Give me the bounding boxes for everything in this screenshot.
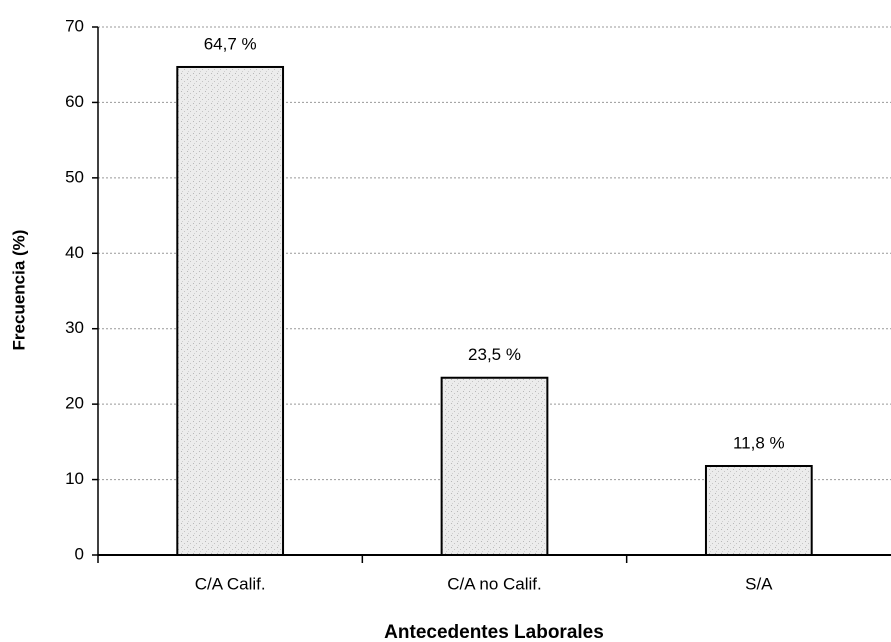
y-tick-label: 10 (65, 469, 84, 488)
y-tick-label: 30 (65, 318, 84, 337)
data-label: 23,5 % (468, 345, 521, 364)
x-tick-label: C/A no Calif. (447, 574, 542, 593)
x-tick-label: C/A Calif. (195, 574, 266, 593)
x-axis-label: Antecedentes Laborales (384, 622, 604, 642)
y-tick-label: 60 (65, 92, 84, 111)
data-label: 11,8 % (733, 433, 785, 452)
y-tick-label: 20 (65, 394, 84, 413)
y-tick-label: 50 (65, 167, 84, 186)
bar (440, 376, 549, 556)
y-axis-label: Frecuencia (%) (9, 230, 28, 351)
y-tick-label: 40 (65, 243, 84, 262)
data-label: 64,7 % (204, 34, 257, 53)
y-tick-label: 0 (75, 544, 84, 563)
y-tick-label: 70 (65, 16, 84, 35)
bar (176, 65, 285, 556)
bar (704, 464, 813, 557)
x-tick-label: S/A (745, 574, 773, 593)
